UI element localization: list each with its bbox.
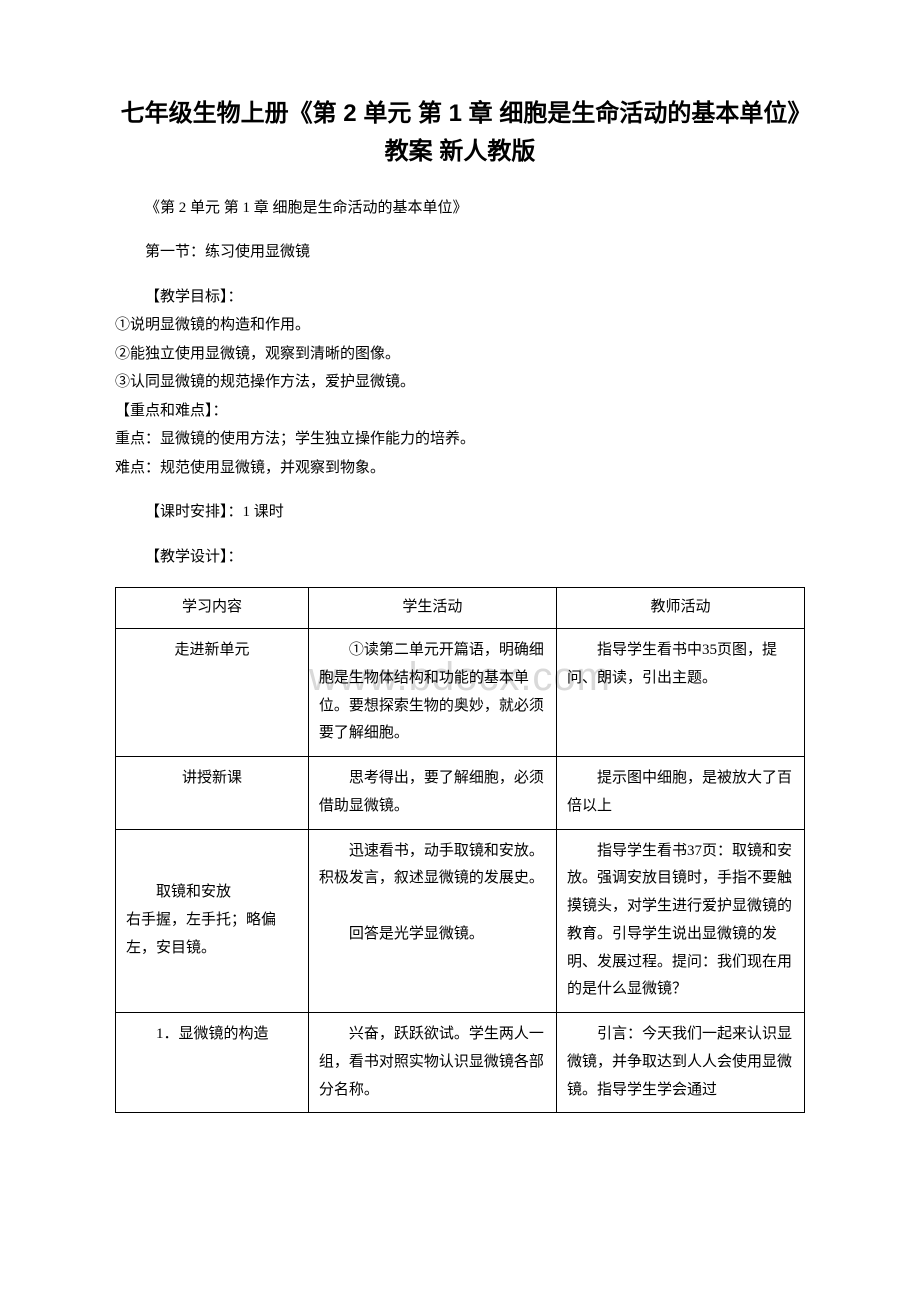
cell-r4-c1: 1．显微镜的构造 <box>116 1013 309 1113</box>
cell-r4-c2: 兴奋，跃跃欲试。学生两人一组，看书对照实物认识显微镜各部分名称。 <box>308 1013 556 1113</box>
table-row: 1．显微镜的构造 兴奋，跃跃欲试。学生两人一组，看书对照实物认识显微镜各部分名称… <box>116 1013 805 1113</box>
lesson-plan-table: 学习内容 学生活动 教师活动 走进新单元 ①读第二单元开篇语，明确细胞是生物体结… <box>115 587 805 1113</box>
schedule-line: 【课时安排】：1 课时 <box>115 498 805 527</box>
objective-3: ③认同显微镜的规范操作方法，爱护显微镜。 <box>115 368 805 397</box>
cell-r3-c2: 迅速看书，动手取镜和安放。积极发言，叙述显微镜的发展史。 回答是光学显微镜。 <box>308 829 556 1013</box>
cell-r1-c1: 走进新单元 <box>116 629 309 757</box>
chapter-subtitle: 《第 2 单元 第 1 章 细胞是生命活动的基本单位》 <box>115 194 805 223</box>
cell-r3-c3: 指导学生看书37页：取镜和安放。强调安放目镜时，手指不要触摸镜头，对学生进行爱护… <box>556 829 804 1013</box>
objectives-block: 【教学目标】： ①说明显微镜的构造和作用。 ②能独立使用显微镜，观察到清晰的图像… <box>115 283 805 483</box>
header-col-3: 教师活动 <box>556 588 804 629</box>
cell-r3-c1: 取镜和安放右手握，左手托；略偏左，安目镜。 <box>116 829 309 1013</box>
section-name: 第一节：练习使用显微镜 <box>115 238 805 267</box>
key-difficulty-header: 【重点和难点】： <box>115 397 805 426</box>
header-col-1: 学习内容 <box>116 588 309 629</box>
cell-r4-c3: 引言：今天我们一起来认识显微镜，并争取达到人人会使用显微镜。指导学生学会通过 <box>556 1013 804 1113</box>
objective-1: ①说明显微镜的构造和作用。 <box>115 311 805 340</box>
document-content: 七年级生物上册《第 2 单元 第 1 章 细胞是生命活动的基本单位》教案 新人教… <box>115 95 805 1113</box>
document-title: 七年级生物上册《第 2 单元 第 1 章 细胞是生命活动的基本单位》教案 新人教… <box>115 95 805 172</box>
key-point: 重点：显微镜的使用方法；学生独立操作能力的培养。 <box>115 425 805 454</box>
table-row: 取镜和安放右手握，左手托；略偏左，安目镜。 迅速看书，动手取镜和安放。积极发言，… <box>116 829 805 1013</box>
objective-2: ②能独立使用显微镜，观察到清晰的图像。 <box>115 340 805 369</box>
cell-r2-c3: 提示图中细胞，是被放大了百倍以上 <box>556 757 804 830</box>
table-row: 走进新单元 ①读第二单元开篇语，明确细胞是生物体结构和功能的基本单位。要想探索生… <box>116 629 805 757</box>
cell-r1-c2: ①读第二单元开篇语，明确细胞是生物体结构和功能的基本单位。要想探索生物的奥妙，就… <box>308 629 556 757</box>
header-col-2: 学生活动 <box>308 588 556 629</box>
cell-r1-c3: 指导学生看书中35页图，提问、朗读，引出主题。 <box>556 629 804 757</box>
objectives-header: 【教学目标】： <box>115 283 805 312</box>
table-row: 讲授新课 思考得出，要了解细胞，必须借助显微镜。 提示图中细胞，是被放大了百倍以… <box>116 757 805 830</box>
cell-r2-c1: 讲授新课 <box>116 757 309 830</box>
table-header-row: 学习内容 学生活动 教师活动 <box>116 588 805 629</box>
cell-r2-c2: 思考得出，要了解细胞，必须借助显微镜。 <box>308 757 556 830</box>
design-header: 【教学设计】： <box>115 543 805 572</box>
difficulty-point: 难点：规范使用显微镜，并观察到物象。 <box>115 454 805 483</box>
